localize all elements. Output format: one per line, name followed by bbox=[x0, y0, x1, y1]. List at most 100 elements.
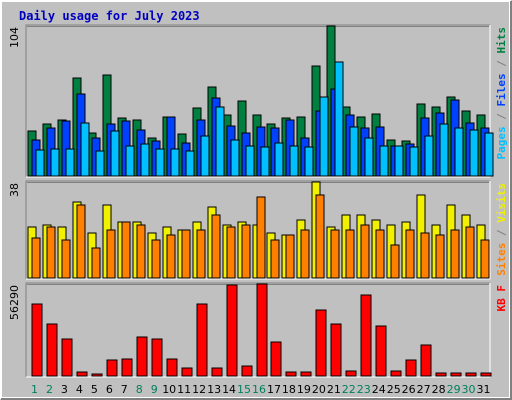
plot-border-light bbox=[26, 181, 491, 280]
day-labels: 1 2 3 4 5 6 7 8 9 10 11 12 13 14 15 16 17 18 19 20 21 22 23 24 2… bbox=[31, 383, 491, 396]
bar-pages bbox=[364, 137, 374, 177]
legend-label: Pages / Files / Hits bbox=[495, 27, 508, 160]
bar-kbytes bbox=[76, 371, 88, 377]
bar-sites bbox=[121, 221, 131, 279]
series-sites bbox=[31, 194, 490, 279]
max-label: 56290 bbox=[8, 285, 21, 320]
bar-sites bbox=[211, 214, 221, 279]
day-label: 14 bbox=[222, 383, 236, 396]
panel-hits-files-pages: 104 Pages / Files / Hits bbox=[8, 24, 508, 178]
bar-sites bbox=[166, 234, 176, 279]
legend-item: Visits bbox=[495, 183, 508, 223]
bar-pages bbox=[140, 143, 150, 177]
legend-item: Hits bbox=[495, 27, 508, 54]
legend-gap bbox=[495, 54, 508, 61]
legend-gap bbox=[495, 236, 508, 243]
max-label: 104 bbox=[8, 27, 21, 48]
bar-sites bbox=[226, 226, 236, 279]
bar-kbytes bbox=[360, 294, 372, 377]
bar-kbytes bbox=[480, 372, 492, 377]
bar-sites bbox=[151, 239, 161, 279]
bar-kbytes bbox=[256, 283, 268, 377]
day-label: 12 bbox=[192, 383, 206, 396]
bar-sites bbox=[91, 247, 101, 279]
day-label: 4 bbox=[76, 383, 83, 396]
legend-item: / bbox=[495, 60, 508, 67]
bar-sites bbox=[375, 229, 385, 279]
day-label: 31 bbox=[477, 383, 491, 396]
bar-sites bbox=[106, 229, 116, 279]
legend-item: / bbox=[495, 113, 508, 120]
legend-item: F bbox=[495, 285, 508, 292]
day-label: 7 bbox=[121, 383, 128, 396]
day-label: 13 bbox=[207, 383, 221, 396]
bar-kbytes bbox=[300, 371, 312, 377]
bar-sites bbox=[256, 196, 266, 279]
day-label: 16 bbox=[252, 383, 266, 396]
bar-sites bbox=[420, 232, 430, 279]
day-label: 23 bbox=[357, 383, 371, 396]
day-label: 3 bbox=[61, 383, 68, 396]
bar-kbytes bbox=[420, 344, 432, 377]
bar-pages bbox=[155, 148, 165, 177]
day-label: 26 bbox=[402, 383, 416, 396]
legend-gap bbox=[495, 223, 508, 230]
bar-kbytes bbox=[330, 323, 342, 377]
bar-pages bbox=[454, 127, 464, 177]
bar-pages bbox=[50, 148, 60, 177]
bar-sites bbox=[181, 229, 191, 279]
bar-sites bbox=[196, 229, 206, 279]
legend-gap bbox=[495, 107, 508, 114]
bar-kbytes bbox=[166, 358, 178, 377]
bar-pages bbox=[185, 150, 195, 177]
legend-gap bbox=[495, 120, 508, 127]
day-label: 8 bbox=[136, 383, 143, 396]
legend-gap bbox=[495, 67, 508, 74]
day-label: 21 bbox=[327, 383, 341, 396]
bar-sites bbox=[330, 229, 340, 279]
bar-kbytes bbox=[435, 372, 447, 377]
chart-panels: 104 Pages / Files / Hits 38 Sites / Visits 5… bbox=[8, 24, 508, 378]
bar-pages bbox=[349, 126, 359, 177]
bar-sites bbox=[345, 229, 355, 279]
bar-sites bbox=[405, 229, 415, 279]
bar-kbytes bbox=[211, 367, 223, 377]
bar-pages bbox=[394, 145, 404, 177]
bar-pages bbox=[409, 146, 419, 177]
day-label: 9 bbox=[151, 383, 158, 396]
bar-pages bbox=[424, 135, 434, 177]
bar-kbytes bbox=[285, 371, 297, 377]
bar-pages bbox=[65, 148, 75, 177]
legend-item: KB bbox=[495, 298, 508, 312]
bar-sites bbox=[31, 237, 41, 279]
day-label: 19 bbox=[297, 383, 311, 396]
plot-border-light bbox=[26, 283, 491, 378]
max-label: 38 bbox=[8, 183, 21, 197]
bar-kbytes bbox=[151, 338, 163, 377]
bar-pages bbox=[319, 96, 329, 177]
day-label: 24 bbox=[372, 383, 386, 396]
day-label: 5 bbox=[91, 383, 98, 396]
panel-kbytes: 56290 KB F bbox=[8, 282, 508, 378]
bar-pages bbox=[469, 129, 479, 177]
bar-sites bbox=[241, 224, 251, 279]
plot-border-dark bbox=[25, 24, 490, 177]
bar-sites bbox=[285, 234, 295, 279]
plot-border-dark bbox=[25, 180, 490, 279]
day-label: 1 bbox=[31, 383, 38, 396]
bar-pages bbox=[80, 122, 90, 177]
bar-kbytes bbox=[390, 370, 402, 377]
bar-kbytes bbox=[375, 325, 387, 377]
bar-sites bbox=[46, 226, 56, 279]
bar-sites bbox=[76, 204, 86, 279]
bar-kbytes bbox=[315, 309, 327, 377]
bar-kbytes bbox=[270, 341, 282, 377]
bar-pages bbox=[484, 132, 494, 177]
legend-gap bbox=[495, 292, 508, 299]
bar-kbytes bbox=[46, 323, 58, 377]
bar-pages bbox=[289, 145, 299, 177]
day-label: 20 bbox=[312, 383, 326, 396]
bar-kbytes bbox=[31, 303, 43, 377]
bar-pages bbox=[245, 145, 255, 177]
bar-kbytes bbox=[136, 336, 148, 377]
